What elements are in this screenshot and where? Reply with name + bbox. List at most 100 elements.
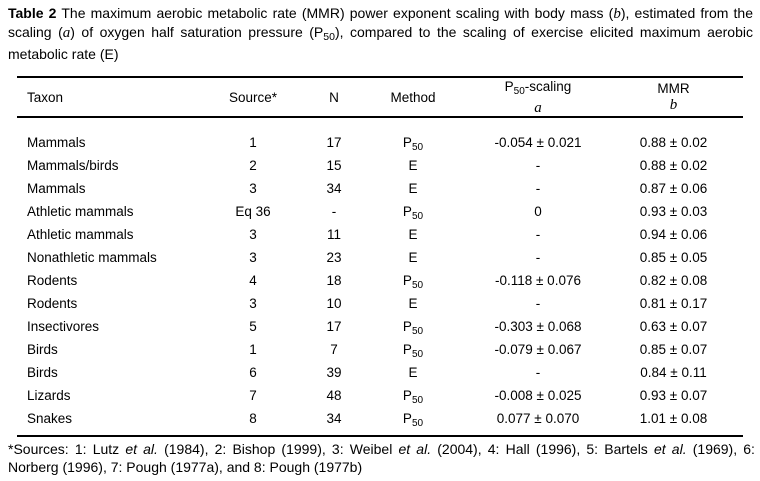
header-source: Source*	[228, 89, 278, 105]
cell-b-value: 1.01 ± 0.08	[639, 411, 708, 426]
cell-method: P50	[402, 204, 424, 222]
text-segment: 50	[323, 30, 335, 43]
method-subscript: 50	[411, 142, 424, 153]
header-p50-scaling-line1: P50-scaling	[472, 79, 604, 100]
cell-a-value: -0.118 ± 0.076	[495, 273, 581, 288]
cell-n: -	[331, 204, 337, 219]
cell-a-value: -	[535, 181, 541, 196]
cell-b-value: 0.81 ± 0.17	[639, 296, 708, 311]
text-segment: ), compared to the scaling of exercise e…	[8, 23, 753, 63]
cell-taxon: Insectivores	[27, 319, 100, 334]
header-p50-scaling: P50-scaling a	[472, 79, 604, 116]
header-method: Method	[390, 89, 436, 105]
cell-b-value: 0.85 ± 0.07	[639, 342, 708, 357]
p50-rest: -scaling	[524, 78, 572, 94]
cell-a-value: -0.079 ± 0.067	[494, 342, 582, 357]
text-segment: Table 2	[8, 5, 57, 21]
cell-taxon: Mammals	[27, 181, 86, 196]
cell-taxon: Birds	[27, 365, 58, 380]
text-segment: The maximum aerobic metabolic rate (MMR)…	[56, 5, 614, 21]
cell-taxon: Snakes	[27, 411, 73, 426]
method-subscript: 50	[411, 418, 424, 429]
header-b-symbol: b	[604, 97, 743, 113]
cell-method: P50	[402, 135, 424, 153]
header-n: N	[329, 89, 339, 105]
method-subscript: 50	[411, 395, 424, 406]
table-body: Mammals 1 17 P50 -0.054 ± 0.021 0.88 ± 0.02 Ma…	[17, 118, 743, 435]
cell-a-value: -0.054 ± 0.021	[494, 135, 582, 150]
cell-n: 10	[326, 296, 342, 311]
cell-n: 34	[326, 411, 342, 426]
b-symbol: b	[669, 97, 678, 113]
method-subscript: 50	[411, 211, 424, 222]
cell-b-value: 0.94 ± 0.06	[639, 227, 708, 242]
table-header-row: Taxon Source* N Method P50-scaling a MMR…	[17, 78, 743, 116]
table-row: Nonathletic mammals 3 23 E - 0.85 ± 0.05	[17, 246, 743, 269]
cell-source: 3	[249, 181, 257, 196]
text-segment: b	[613, 6, 621, 22]
text-segment: *Sources: 1: Lutz	[8, 441, 126, 457]
cell-a-value: -	[535, 227, 541, 242]
p50-base: P	[504, 78, 514, 94]
cell-a-value: -	[535, 158, 541, 173]
method-subscript: 50	[411, 280, 424, 291]
cell-source: 5	[249, 319, 257, 334]
cell-n: 7	[330, 342, 338, 357]
text-segment: et al.	[125, 441, 158, 457]
cell-b-value: 0.82 ± 0.08	[639, 273, 708, 288]
table-row: Insectivores 5 17 P50 -0.303 ± 0.068 0.63 ± 0…	[17, 315, 743, 338]
cell-b-value: 0.87 ± 0.06	[639, 181, 708, 196]
cell-n: 23	[326, 250, 342, 265]
cell-source: 3	[249, 296, 257, 311]
table-bottom-rule	[17, 435, 743, 437]
cell-taxon: Rodents	[27, 296, 78, 311]
cell-source: 8	[249, 411, 257, 426]
cell-n: 39	[326, 365, 342, 380]
table-top-rule	[17, 76, 743, 78]
cell-source: 3	[249, 227, 257, 242]
cell-taxon: Rodents	[27, 273, 78, 288]
cell-method: P50	[402, 388, 424, 406]
table-row: Lizards 7 48 P50 -0.008 ± 0.025 0.93 ± 0.07	[17, 384, 743, 407]
text-segment: ), estimated from the scaling (	[8, 5, 753, 40]
table-row: Rodents 3 10 E - 0.81 ± 0.17	[17, 292, 743, 315]
cell-n: 11	[326, 227, 341, 242]
cell-n: 15	[326, 158, 342, 173]
cell-n: 48	[326, 388, 342, 403]
table-footnote: *Sources: 1: Lutz et al. (1984), 2: Bish…	[8, 441, 755, 476]
cell-b-value: 0.93 ± 0.07	[639, 388, 708, 403]
cell-taxon: Nonathletic mammals	[27, 250, 157, 265]
cell-a-value: -	[535, 296, 541, 311]
cell-n: 18	[326, 273, 342, 288]
cell-a-value: -	[535, 365, 541, 380]
text-segment: a	[62, 24, 71, 41]
cell-a-value: -0.008 ± 0.025	[494, 388, 582, 403]
method-subscript: 50	[411, 349, 424, 360]
cell-b-value: 0.85 ± 0.05	[639, 250, 708, 265]
header-mmr: MMR b	[604, 81, 743, 113]
cell-method: E	[408, 296, 418, 311]
table-row: Mammals 3 34 E - 0.87 ± 0.06	[17, 177, 743, 200]
a-symbol: a	[534, 99, 542, 116]
method-subscript: 50	[411, 326, 424, 337]
cell-a-value: -	[535, 250, 541, 265]
header-bottom-rule	[17, 116, 743, 118]
cell-method: E	[408, 181, 418, 196]
cell-b-value: 0.84 ± 0.11	[640, 365, 707, 380]
cell-taxon: Athletic mammals	[27, 227, 134, 242]
cell-taxon: Mammals/birds	[27, 158, 119, 173]
cell-n: 17	[326, 135, 342, 150]
header-a-symbol: a	[472, 100, 604, 116]
text-segment: et al.	[398, 441, 432, 457]
header-taxon: Taxon	[27, 89, 64, 105]
cell-a-value: 0.077 ± 0.070	[496, 411, 580, 426]
table-row: Athletic mammals 3 11 E - 0.94 ± 0.06	[17, 223, 743, 246]
cell-method: E	[408, 227, 418, 242]
cell-source: 7	[249, 388, 257, 403]
cell-method: P50	[402, 342, 424, 360]
table-row: Snakes 8 34 P50 0.077 ± 0.070 1.01 ± 0.08	[17, 407, 743, 430]
cell-source: 1	[249, 342, 257, 357]
cell-method: P50	[402, 319, 424, 337]
cell-b-value: 0.88 ± 0.02	[639, 158, 708, 173]
